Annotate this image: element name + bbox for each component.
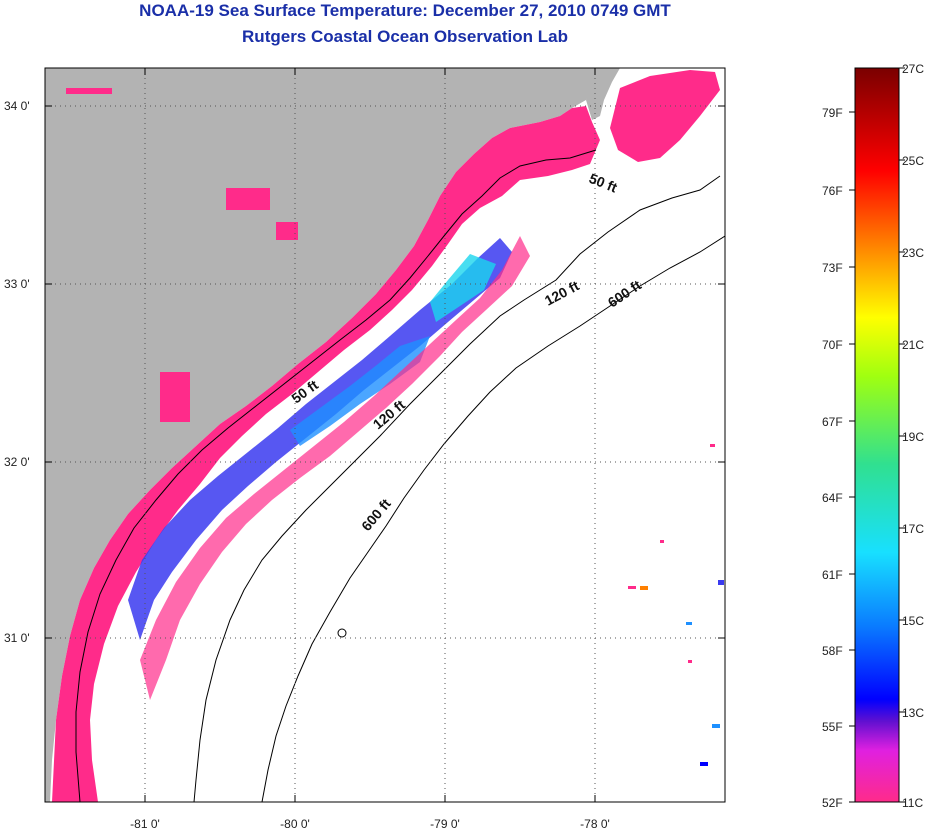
colorbar-f-79: 79F <box>822 106 843 120</box>
colorbar-f-67: 67F <box>822 415 843 429</box>
colorbar-f-76: 76F <box>822 184 843 198</box>
lon-label-79: -79 0' <box>430 817 460 831</box>
sst-band-coastal <box>52 106 600 802</box>
colorbar-c-17: 17C <box>902 522 925 536</box>
map-subtitle: Rutgers Coastal Ocean Observation Lab <box>242 27 568 46</box>
colorbar-f-61: 61F <box>822 568 843 582</box>
colorbar-c-21: 21C <box>902 338 925 352</box>
axis-ticks <box>45 68 725 802</box>
lat-label-33: 33 0' <box>4 277 30 291</box>
lon-label-81: -81 0' <box>130 817 160 831</box>
colorbar-c-11: 11C <box>902 796 924 810</box>
colorbar-f-58: 58F <box>822 644 843 658</box>
colorbar-c-19: 19C <box>902 430 925 444</box>
map-frame <box>44 67 726 803</box>
colorbar-c-27: 27C <box>902 62 925 76</box>
colorbar-c-15: 15C <box>902 614 925 628</box>
lat-label-31: 31 0' <box>4 631 30 645</box>
grid <box>45 68 725 802</box>
colorbar-c-23: 23C <box>902 246 925 260</box>
sst-streak-cyan <box>430 254 496 322</box>
lon-label-78: -78 0' <box>580 817 610 831</box>
land-north <box>586 68 620 120</box>
colorbar <box>854 67 900 803</box>
sst-streak-blue <box>128 238 512 640</box>
contour-50ft <box>75 149 597 802</box>
land-mass <box>45 68 592 802</box>
lon-label-80: -80 0' <box>280 817 310 831</box>
colorbar-c-25: 25C <box>902 154 925 168</box>
lat-label-34: 34 0' <box>4 99 30 113</box>
contour-600ft <box>261 235 725 802</box>
colorbar-f-73: 73F <box>822 261 843 275</box>
colorbar-f-70: 70F <box>822 338 843 352</box>
colorbar-ticks <box>849 67 905 803</box>
sst-patch-north <box>610 70 720 162</box>
lat-label-32: 32 0' <box>4 455 30 469</box>
colorbar-f-52: 52F <box>822 796 843 810</box>
colorbar-f-64: 64F <box>822 491 843 505</box>
map-title: NOAA-19 Sea Surface Temperature: Decembe… <box>139 1 671 20</box>
contour-120ft <box>193 175 721 802</box>
colorbar-f-55: 55F <box>822 720 843 734</box>
sst-fringe <box>140 236 530 700</box>
colorbar-c-13: 13C <box>902 706 925 720</box>
sst-streak-mid <box>290 336 430 446</box>
